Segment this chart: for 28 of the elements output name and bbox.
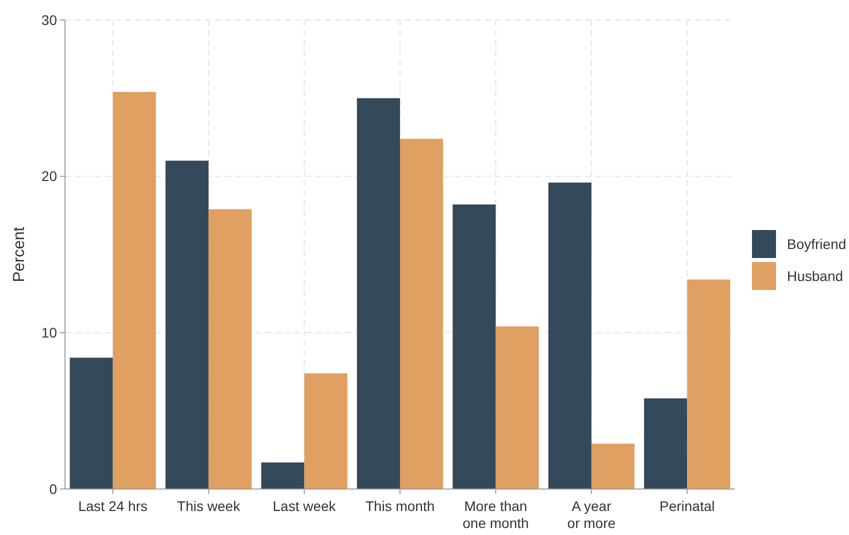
y-tick-label: 30: [41, 12, 58, 28]
legend-label: Husband: [787, 268, 844, 284]
bar: [356, 98, 400, 489]
y-axis-title: Percent: [11, 226, 28, 282]
bar: [112, 92, 156, 489]
bar: [644, 398, 688, 489]
y-tick-label: 0: [49, 480, 58, 497]
bar: [208, 209, 252, 489]
y-tick-label: 20: [41, 168, 58, 184]
bar: [400, 138, 444, 489]
x-tick-label: Last 24 hrs: [78, 498, 148, 514]
legend-label: Boyfriend: [787, 236, 846, 252]
y-tick-label: 10: [41, 324, 58, 341]
bar: [261, 462, 304, 489]
x-tick-label: A year or more: [567, 498, 616, 531]
bar: [166, 160, 209, 489]
x-tick-label: More than one month: [462, 498, 529, 531]
x-tick-label: Perinatal: [660, 498, 715, 514]
bar: [304, 373, 348, 489]
x-tick-label: This week: [177, 498, 242, 514]
bar: [452, 204, 496, 489]
bar: [591, 444, 634, 489]
bar: [496, 326, 539, 489]
bar: [548, 182, 592, 489]
x-tick-label: This month: [365, 498, 435, 514]
bar: [70, 358, 113, 489]
x-tick-label: Last week: [272, 498, 337, 514]
bar: [687, 280, 730, 489]
